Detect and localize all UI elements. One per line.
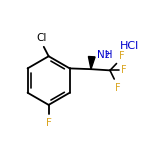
Text: F: F (121, 65, 127, 75)
Text: Cl: Cl (37, 33, 47, 43)
Text: HCl: HCl (120, 41, 139, 51)
Text: F: F (46, 118, 52, 128)
Text: NH: NH (97, 50, 113, 60)
Text: F: F (115, 83, 121, 93)
Text: F: F (119, 51, 125, 61)
Polygon shape (88, 57, 95, 69)
Text: 2: 2 (105, 51, 109, 60)
